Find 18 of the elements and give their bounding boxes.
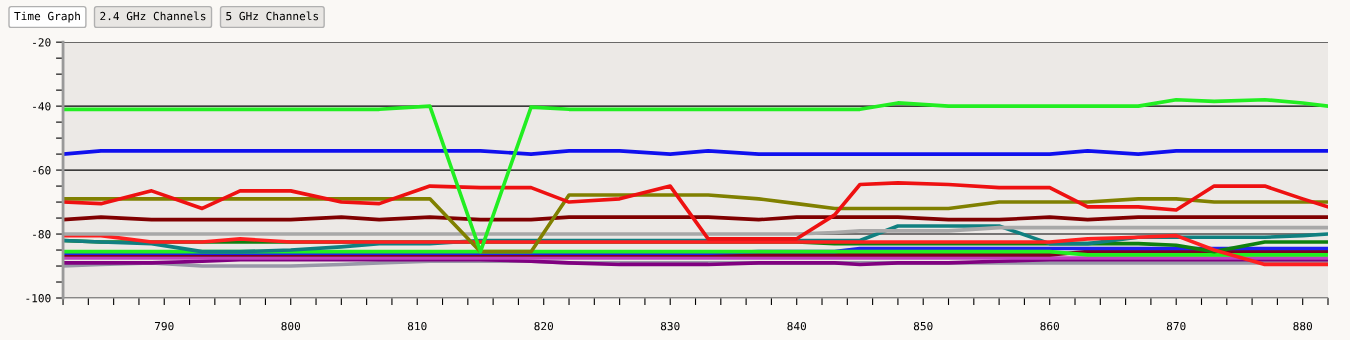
x-tick-label: 880	[1293, 321, 1313, 331]
y-tick-label: -20	[33, 38, 51, 47]
y-tick-label: -60	[33, 166, 51, 175]
y-tick-label: -80	[33, 230, 51, 239]
x-tick-label: 860	[1040, 321, 1060, 331]
x-tick-label: 830	[660, 321, 680, 331]
x-tick-label: 810	[407, 321, 427, 331]
text: 5 GHz Channels	[226, 11, 319, 21]
x-tick-label: 820	[534, 321, 554, 331]
x-tick-label: 870	[1166, 321, 1186, 331]
x-tick-label: 840	[787, 321, 807, 331]
x-tick-label: 790	[154, 321, 174, 331]
text: 2.4 GHz Channels	[100, 11, 206, 21]
y-tick-label: -40	[33, 102, 51, 111]
text: Time Graph	[14, 11, 80, 23]
y-tick-label: -100	[26, 294, 51, 303]
x-tick-label: 850	[913, 321, 933, 331]
x-tick-label: 800	[281, 321, 301, 331]
